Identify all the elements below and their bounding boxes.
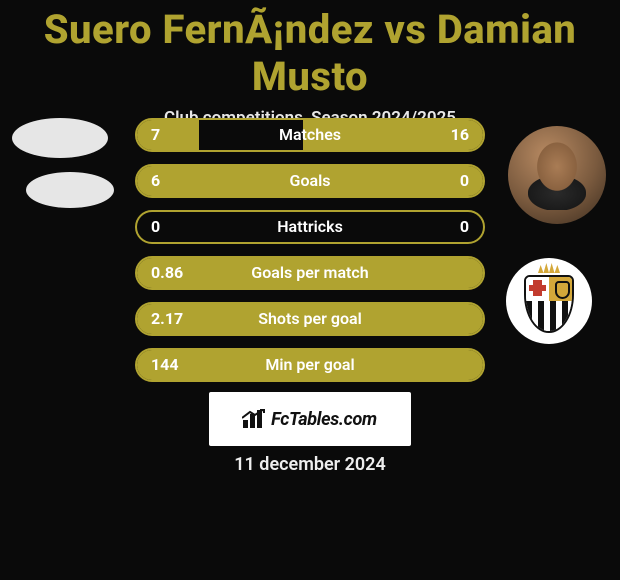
stat-label: Hattricks xyxy=(137,212,483,242)
fctables-badge: FcTables.com xyxy=(209,392,411,446)
stat-row: 0.86Goals per match xyxy=(135,256,485,290)
stat-value-right: 0 xyxy=(460,166,469,196)
stat-label: Shots per goal xyxy=(137,304,483,334)
date-line: 11 december 2024 xyxy=(0,454,620,475)
stat-row: 2.17Shots per goal xyxy=(135,302,485,336)
bar-chart-icon xyxy=(243,410,265,428)
stat-label: Goals xyxy=(137,166,483,196)
stat-label: Matches xyxy=(137,120,483,150)
fctables-label: FcTables.com xyxy=(271,409,377,430)
stat-row: 0Hattricks0 xyxy=(135,210,485,244)
stat-value-right: 0 xyxy=(460,212,469,242)
stats-container: 7Matches166Goals00Hattricks00.86Goals pe… xyxy=(0,118,620,394)
stat-value-right: 16 xyxy=(451,120,469,150)
page-title: Suero FernÃ¡ndez vs Damian Musto xyxy=(0,0,620,100)
stat-row: 6Goals0 xyxy=(135,164,485,198)
stat-row: 7Matches16 xyxy=(135,118,485,152)
stat-label: Goals per match xyxy=(137,258,483,288)
stat-row: 144Min per goal xyxy=(135,348,485,382)
stat-label: Min per goal xyxy=(137,350,483,380)
